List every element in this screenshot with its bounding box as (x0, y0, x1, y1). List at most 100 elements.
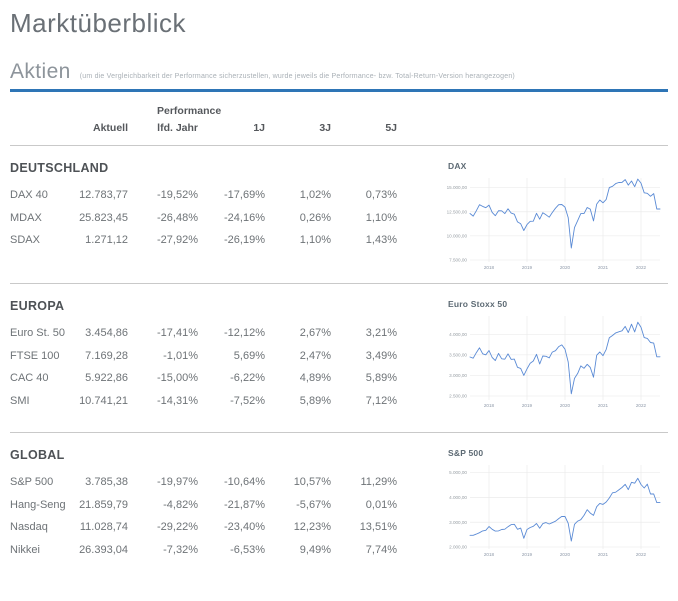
value-cell: -6,53% (230, 543, 265, 556)
value-cell: -21,87% (224, 498, 265, 511)
value-cell: 0,01% (365, 498, 397, 511)
value-cell: 7.169,28 (85, 349, 128, 362)
value-cell: -26,48% (157, 211, 198, 224)
value-cell: 5.922,86 (85, 372, 128, 384)
value-cell: 4,89% (299, 372, 331, 384)
table-row: Euro St. 50 3.454,86 -17,41% -12,12% 2,67% 3,… (10, 322, 400, 345)
column-header-5j: 5J (385, 122, 397, 134)
x-axis-year-label: 2018 (484, 265, 495, 270)
value-cell: -14,31% (157, 394, 198, 407)
index-name-cell: Hang-Seng (10, 498, 66, 511)
value-cell: -4,82% (163, 498, 198, 511)
value-cell: -7,52% (230, 394, 265, 407)
y-axis-tick-label: 7.500,00 (449, 258, 467, 263)
value-cell: -29,22% (157, 521, 198, 533)
performance-group-label: Performance (157, 105, 222, 117)
value-cell: -10,64% (224, 476, 265, 488)
value-cell: 3.454,86 (85, 327, 128, 339)
index-name-cell: DAX 40 (10, 189, 48, 201)
y-axis-tick-label: 3.000,00 (449, 520, 467, 525)
column-header-3j: 3J (319, 122, 331, 134)
x-axis-year-label: 2020 (560, 265, 571, 270)
y-axis-tick-label: 3.500,00 (449, 353, 467, 358)
price-line (469, 321, 661, 395)
column-header-aktuell: Aktuell (92, 122, 128, 134)
eurostoxx-chart: 4.000,00 3.500,00 3.000,00 2.500,00 2018 2019… (449, 316, 661, 408)
index-name-cell: Euro St. 50 (10, 327, 66, 339)
value-cell: -7,32% (163, 543, 198, 556)
section-global: GLOBAL S&P 500 3.785,38 -19,97% -10,64% 10,5… (10, 433, 668, 562)
value-cell: 1,02% (299, 189, 331, 201)
table-row: S&P 500 3.785,38 -19,97% -10,64% 10,57% 11,29… (10, 471, 400, 494)
y-axis-tick-label: 4.000,00 (449, 495, 467, 500)
index-name-cell: S&P 500 (10, 476, 54, 488)
value-cell: 26.393,04 (79, 543, 128, 556)
value-cell: -19,52% (157, 189, 198, 201)
header-divider (10, 145, 668, 146)
table-row: Nasdaq 11.028,74 -29,22% -23,40% 12,23% 13,51… (10, 516, 400, 539)
index-name-cell: Nikkei (10, 543, 40, 556)
value-cell: 0,26% (299, 211, 331, 224)
index-name-cell: Nasdaq (10, 521, 48, 533)
global-table: GLOBAL S&P 500 3.785,38 -19,97% -10,64% 10,5… (10, 433, 400, 561)
value-cell: 11,29% (360, 476, 398, 488)
y-axis-tick-label: 2.000,00 (449, 545, 467, 550)
value-cell: -1,01% (163, 349, 198, 362)
x-axis-year-label: 2020 (560, 403, 571, 408)
dax-chart-block: DAX 15.000,00 12.500,00 10.000,00 7.500,00 2… (438, 146, 668, 275)
spacer-cell (10, 119, 70, 137)
table-row: MDAX 25.823,45 -26,48% -24,16% 0,26% 1,10% (10, 207, 400, 230)
value-cell: -5,67% (296, 498, 331, 511)
aktien-section-title: Aktien (10, 60, 71, 83)
section-title-europa: EUROPA (10, 299, 65, 313)
value-cell: -6,22% (230, 372, 265, 384)
value-cell: 25.823,45 (79, 211, 128, 224)
y-axis-tick-label: 3.000,00 (449, 373, 467, 378)
dax-chart-title: DAX (448, 161, 467, 171)
value-cell: -27,92% (157, 234, 198, 246)
section-deutschland: DEUTSCHLAND DAX 40 12.783,77 -19,52% -17,69… (10, 146, 668, 275)
value-cell: -26,19% (224, 234, 265, 246)
table-column-header: Performance Aktuell lfd. Jahr 1J 3J 5J (10, 103, 668, 137)
value-cell: -24,16% (224, 211, 265, 224)
deutschland-rows: DAX 40 12.783,77 -19,52% -17,69% 1,02% 0,73% M… (10, 184, 400, 252)
deutschland-table: DEUTSCHLAND DAX 40 12.783,77 -19,52% -17,69… (10, 146, 400, 264)
value-cell: 3.785,38 (85, 476, 128, 488)
value-cell: 7,74% (365, 543, 397, 556)
x-axis-year-label: 2019 (522, 552, 533, 557)
index-name-cell: MDAX (10, 211, 42, 224)
index-name-cell: SDAX (10, 234, 40, 246)
value-cell: 10.741,21 (79, 394, 128, 407)
x-axis-year-label: 2020 (560, 552, 571, 557)
y-axis-tick-label: 10.000,00 (447, 234, 468, 239)
index-name-cell: FTSE 100 (10, 349, 60, 362)
x-axis-year-label: 2018 (484, 403, 495, 408)
table-row: DAX 40 12.783,77 -19,52% -17,69% 1,02% 0,73% (10, 184, 400, 207)
value-cell: 10,57% (293, 476, 331, 488)
x-axis-year-label: 2019 (522, 403, 533, 408)
value-cell: 0,73% (365, 189, 397, 201)
table-row: CAC 40 5.922,86 -15,00% -6,22% 4,89% 5,89% (10, 367, 400, 390)
value-cell: 1,43% (365, 234, 397, 246)
x-axis-year-label: 2019 (522, 265, 533, 270)
value-cell: 12,23% (293, 521, 331, 533)
eurostoxx-chart-block: Euro Stoxx 50 4.000,00 3.500,00 3.000,00 2.… (438, 284, 668, 413)
x-axis-year-label: 2021 (598, 552, 609, 557)
section-divider-1 (10, 283, 668, 284)
y-axis-tick-label: 2.500,00 (449, 394, 467, 399)
value-cell: 2,67% (299, 327, 331, 339)
market-overview-page: Marktüberblick Aktien (um die Vergleichb… (0, 8, 678, 562)
value-cell: -15,00% (157, 372, 198, 384)
x-axis-year-label: 2022 (636, 552, 647, 557)
value-cell: 12.783,77 (79, 189, 128, 201)
table-row: SMI 10.741,21 -14,31% -7,52% 5,89% 7,12% (10, 390, 400, 413)
section-title-deutschland: DEUTSCHLAND (10, 161, 109, 175)
sp500-chart-title: S&P 500 (448, 448, 484, 458)
page-title: Marktüberblick (10, 8, 187, 38)
value-cell: 21.859,79 (79, 498, 128, 511)
section-title-global: GLOBAL (10, 448, 65, 462)
section-europa: EUROPA Euro St. 50 3.454,86 -17,41% -12,12%… (10, 284, 668, 424)
value-cell: 5,89% (299, 394, 331, 407)
value-cell: 1,10% (299, 234, 331, 246)
eurostoxx-chart-title: Euro Stoxx 50 (448, 299, 508, 309)
